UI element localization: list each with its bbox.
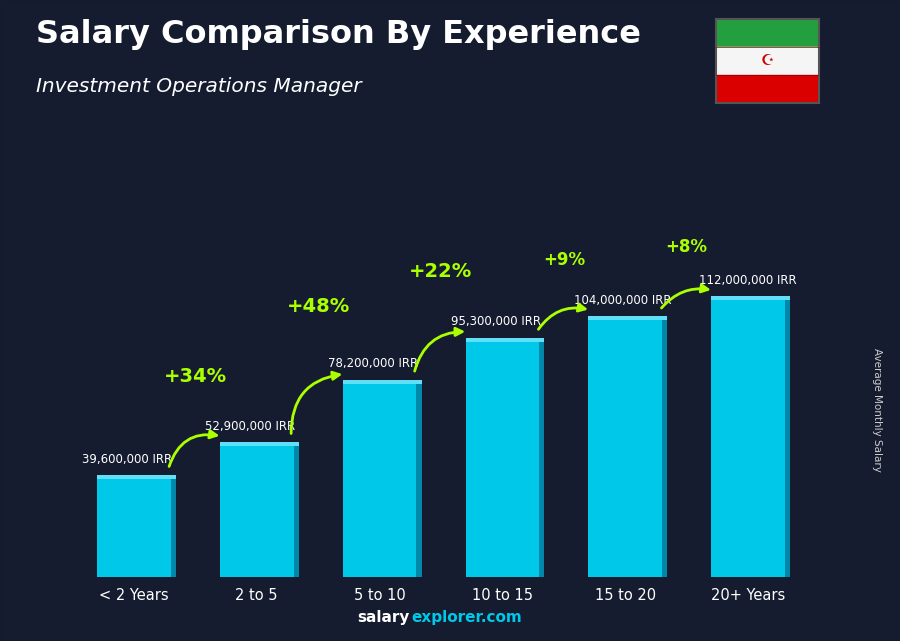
Bar (589, 320, 662, 577)
Bar (716, 47, 819, 75)
Bar (785, 301, 790, 577)
Text: +9%: +9% (543, 251, 585, 269)
Text: salary: salary (357, 610, 410, 625)
Bar (171, 479, 176, 577)
Text: 95,300,000 IRR: 95,300,000 IRR (451, 315, 541, 328)
Bar (343, 384, 417, 577)
Text: 39,600,000 IRR: 39,600,000 IRR (82, 453, 173, 466)
Text: Average Monthly Salary: Average Monthly Salary (872, 348, 883, 472)
Text: ☪: ☪ (760, 53, 774, 69)
Text: 52,900,000 IRR: 52,900,000 IRR (205, 420, 295, 433)
Bar (220, 442, 299, 446)
Bar (417, 384, 421, 577)
Bar (711, 296, 790, 301)
Bar (711, 301, 785, 577)
Text: +48%: +48% (286, 297, 350, 317)
Bar (220, 446, 293, 577)
Bar (343, 380, 421, 384)
Bar (465, 338, 544, 342)
Text: 104,000,000 IRR: 104,000,000 IRR (573, 294, 671, 307)
Text: 78,200,000 IRR: 78,200,000 IRR (328, 358, 418, 370)
Text: +22%: +22% (410, 262, 472, 281)
Bar (97, 479, 171, 577)
Bar (716, 75, 819, 103)
Text: +34%: +34% (164, 367, 227, 386)
Text: 112,000,000 IRR: 112,000,000 IRR (699, 274, 796, 287)
Bar (716, 19, 819, 47)
Bar (539, 342, 544, 577)
Text: Investment Operations Manager: Investment Operations Manager (36, 77, 362, 96)
Text: +8%: +8% (666, 238, 707, 256)
Bar (465, 342, 539, 577)
Bar (97, 475, 176, 479)
Bar (589, 316, 667, 320)
Bar (662, 320, 667, 577)
Text: explorer.com: explorer.com (411, 610, 522, 625)
Text: Salary Comparison By Experience: Salary Comparison By Experience (36, 19, 641, 50)
Bar (293, 446, 299, 577)
